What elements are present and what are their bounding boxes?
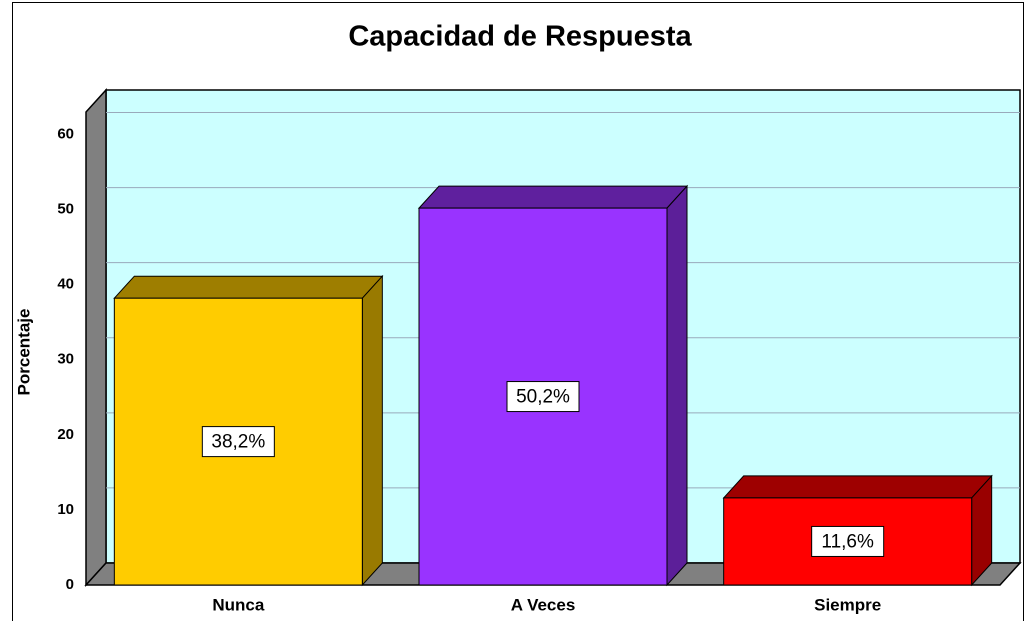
bar-top [722,475,993,499]
y-tick-label: 0 [66,576,74,593]
bar-side [361,274,383,587]
y-tick-label: 50 [57,201,74,218]
value-label: 50,2% [516,387,570,408]
value-label: 11,6% [821,531,874,552]
x-tick-label: A Veces [511,595,576,614]
x-tick-label: Nunca [212,595,265,614]
bar-top [417,185,689,209]
y-tick-label: 30 [57,351,74,368]
y-tick-label: 60 [57,125,74,142]
y-axis-label: Porcentaje [14,309,33,396]
x-tick-label: Siempre [814,595,881,614]
y-tick-label: 10 [57,501,74,518]
bar-side [666,184,688,587]
value-label-box [201,426,275,458]
y-tick-label: 20 [57,426,74,443]
chart-title: Capacidad de Respuesta [348,21,692,53]
left-wall [85,88,107,587]
value-label-box [811,525,885,557]
y-tick-label: 40 [57,276,74,293]
value-label: 38,2% [211,432,265,453]
bar-top [113,275,384,299]
value-label-box [506,381,580,413]
